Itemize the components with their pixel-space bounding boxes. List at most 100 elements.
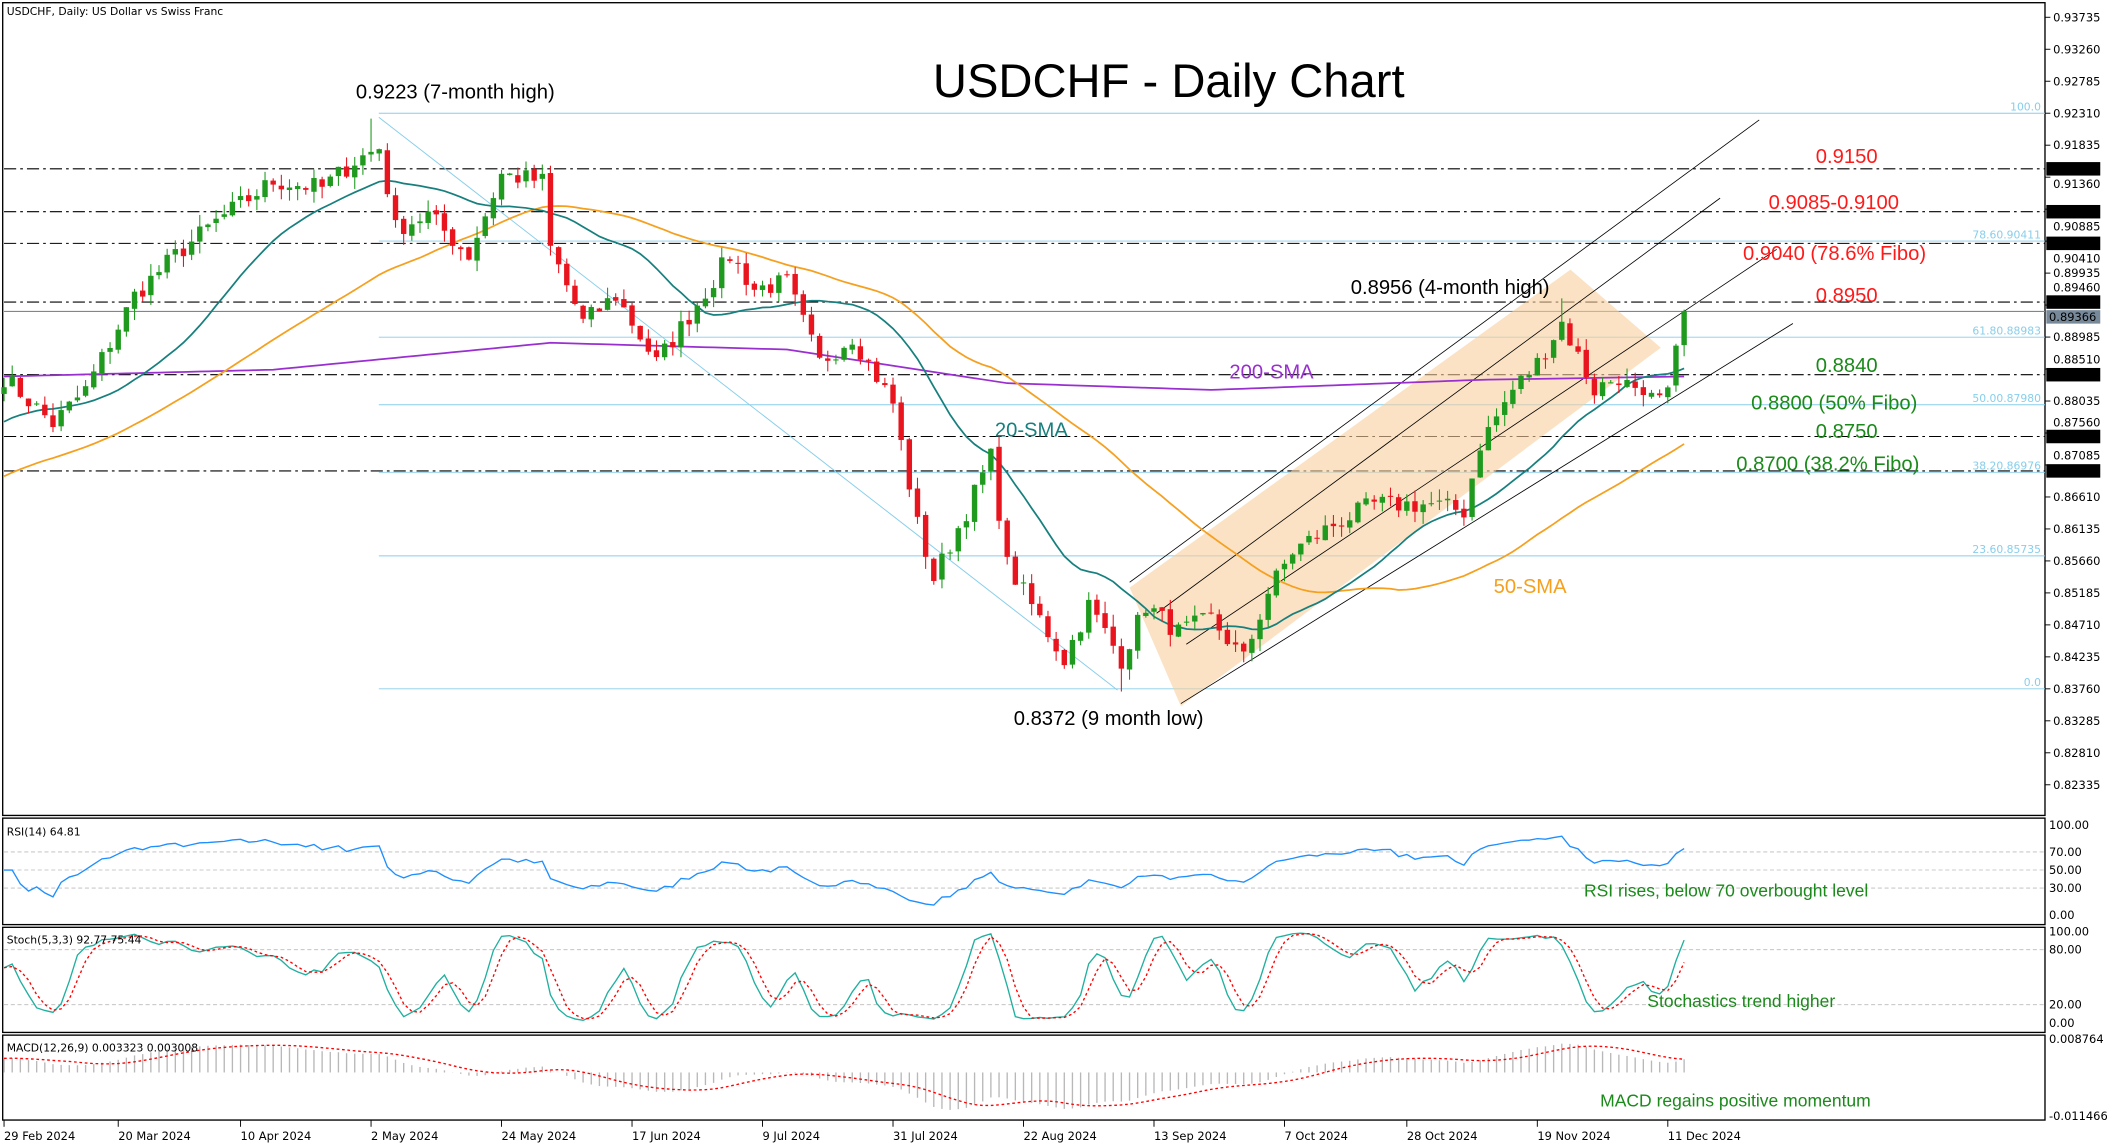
- candle: [107, 342, 113, 364]
- chart-title: USDCHF - Daily Chart: [933, 54, 1405, 107]
- candle-body: [1134, 614, 1141, 651]
- candle: [1208, 603, 1214, 615]
- candle-body: [1387, 495, 1394, 497]
- candle: [637, 325, 643, 342]
- price-tick-label: 0.86135: [2053, 522, 2100, 536]
- candle: [294, 182, 301, 201]
- label-20-sma: 20-SMA: [995, 420, 1069, 442]
- support-0.8800-fibo: 0.8800 (50% Fibo): [1751, 393, 1917, 415]
- candle: [564, 258, 570, 292]
- candle: [1632, 372, 1638, 397]
- candle-body: [1673, 345, 1679, 386]
- candle-body: [213, 218, 219, 223]
- candle: [1477, 443, 1483, 478]
- candle-body: [417, 221, 423, 224]
- candles: [1, 118, 1687, 692]
- candle: [1306, 530, 1312, 545]
- fibonacci-retracement[interactable]: 100.0 78.60.90411 61.80.88983 50.00.87980 38…: [378, 101, 2045, 690]
- candle-body: [727, 259, 733, 261]
- candle: [678, 310, 684, 358]
- stoch-main-line: [3, 932, 1685, 1022]
- channel-upper-line[interactable]: [1129, 119, 1760, 583]
- sma50-line: [3, 205, 1685, 594]
- candle: [392, 187, 399, 228]
- date-tick-label: 29 Feb 2024: [4, 1129, 75, 1143]
- indicator-tick-label: 80.00: [2049, 943, 2082, 957]
- candle-body: [1200, 613, 1206, 615]
- stoch-panel: [2, 926, 2046, 1034]
- candle: [547, 165, 554, 256]
- candle-body: [188, 241, 195, 255]
- price-level-label: 0.90377: [2049, 237, 2096, 251]
- candle-body: [1510, 389, 1516, 404]
- candle-body: [931, 558, 937, 581]
- candle-body: [50, 415, 56, 428]
- candle-body: [425, 211, 431, 223]
- candle-body: [1061, 649, 1067, 666]
- price-tick-label: 0.91835: [2053, 138, 2100, 152]
- candle-body: [221, 214, 227, 217]
- candle-body: [1126, 649, 1133, 670]
- candle: [254, 189, 260, 211]
- candle: [1444, 490, 1451, 512]
- candle: [890, 377, 896, 413]
- candle-body: [1347, 520, 1353, 528]
- candle: [1159, 607, 1165, 621]
- candle-body: [172, 249, 179, 255]
- price-tick-label: 0.88035: [2053, 394, 2100, 408]
- annotation-9-month-low: 0.8372 (9 month low): [1014, 708, 1204, 730]
- candle-body: [1241, 643, 1247, 652]
- candle-body: [327, 176, 333, 186]
- candle: [1493, 408, 1500, 432]
- candle-body: [825, 358, 831, 361]
- candle: [1501, 391, 1508, 427]
- channel-mid-line[interactable]: [1156, 197, 1721, 614]
- candle-body: [710, 288, 717, 298]
- candle-body: [262, 180, 268, 198]
- candle: [816, 333, 823, 360]
- candle: [1559, 298, 1565, 342]
- candle-body: [1, 387, 7, 394]
- candle: [1338, 517, 1345, 537]
- candle-body: [25, 398, 32, 407]
- candle-body: [1273, 570, 1280, 596]
- macd-label: MACD(12,26,9) 0.003323 0.003008: [7, 1041, 199, 1054]
- candle: [596, 307, 603, 312]
- price-tick-label: 0.90885: [2053, 220, 2100, 234]
- candle: [1, 377, 7, 402]
- price-level-label: 0.86997: [2049, 464, 2096, 478]
- candle: [1436, 489, 1443, 510]
- candle: [352, 156, 358, 189]
- candle-body: [1575, 346, 1581, 352]
- candle: [719, 247, 725, 299]
- candle-body: [792, 273, 798, 295]
- candle: [1134, 611, 1141, 659]
- candle: [9, 365, 15, 387]
- candle: [767, 278, 774, 298]
- candle: [172, 240, 179, 263]
- candle-body: [123, 307, 130, 332]
- candle: [1110, 614, 1116, 654]
- channel-lower-line[interactable]: [1180, 323, 1794, 704]
- price-tick-label: 0.88985: [2053, 330, 2100, 344]
- candle-body: [376, 149, 382, 154]
- candle-body: [91, 371, 97, 388]
- candle: [947, 549, 953, 560]
- candle-body: [980, 472, 986, 485]
- candle-body: [180, 248, 187, 257]
- candle-body: [547, 173, 554, 246]
- fibo-level-label: 78.60.90411: [1972, 228, 2041, 241]
- candle-body: [74, 397, 81, 401]
- indicator-tick-label: 0.008764: [2049, 1032, 2104, 1046]
- candle: [1289, 552, 1296, 570]
- candle-body: [343, 166, 350, 177]
- price-tick-label: 0.88510: [2053, 353, 2100, 367]
- candle-body: [1192, 615, 1198, 622]
- candle: [91, 364, 97, 390]
- candle: [1640, 380, 1647, 407]
- candle-body: [751, 283, 758, 290]
- price-tick-label: 0.91360: [2053, 177, 2100, 191]
- candle-body: [1086, 599, 1092, 633]
- candle: [139, 281, 146, 302]
